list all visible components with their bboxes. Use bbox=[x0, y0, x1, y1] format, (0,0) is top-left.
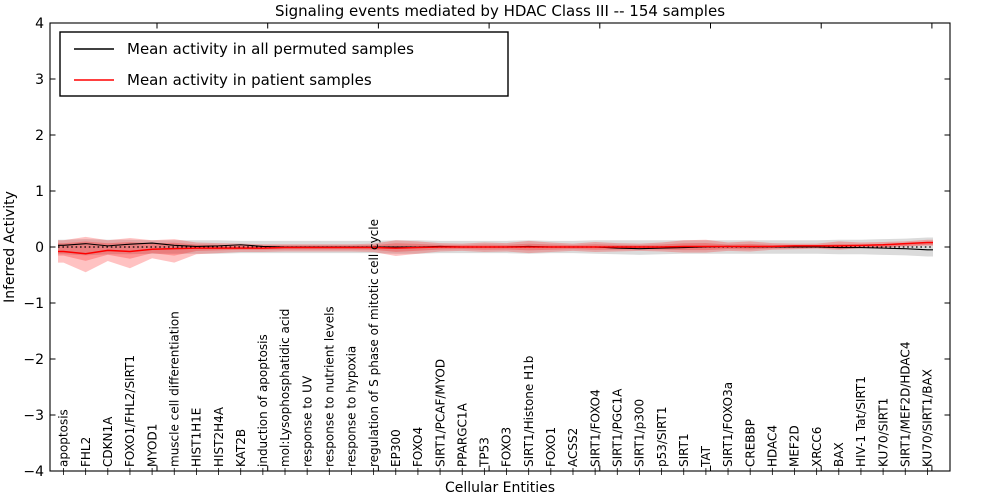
category-label: KU70/SIRT1/BAX bbox=[921, 369, 935, 467]
category-label: FOXO4 bbox=[411, 427, 425, 467]
patient-mean-line bbox=[58, 241, 933, 255]
category-label: PPARGC1A bbox=[455, 402, 469, 467]
y-tick-label: −2 bbox=[23, 352, 44, 368]
category-label: MYOD1 bbox=[145, 424, 159, 467]
category-label: ACSS2 bbox=[566, 428, 580, 467]
category-label: MEF2D bbox=[788, 425, 802, 467]
category-label: apoptosis bbox=[57, 409, 71, 467]
category-label: muscle cell differentiation bbox=[167, 311, 181, 467]
y-tick-label: 3 bbox=[35, 72, 44, 88]
category-label: FOXO1 bbox=[544, 427, 558, 467]
category-label: response to UV bbox=[300, 375, 314, 467]
category-label: HIV-1 Tat/SIRT1 bbox=[854, 376, 868, 467]
category-label: CDKN1A bbox=[101, 416, 115, 467]
category-label: TP53 bbox=[478, 437, 492, 468]
x-axis-label: Cellular Entities bbox=[445, 480, 555, 496]
y-tick-label: −1 bbox=[23, 296, 44, 312]
category-label: mol:Lysophosphatidic acid bbox=[278, 309, 292, 467]
category-label: FHL2 bbox=[79, 437, 93, 467]
plot-area: 4 3 2 1 0 −1 −2 −3 −4 apoptosis FHL2 CDKN1A FOXO1/FH… bbox=[23, 16, 951, 480]
category-label: BAX bbox=[832, 442, 846, 467]
y-tick-label: 2 bbox=[35, 128, 44, 144]
category-label: FOXO1/FHL2/SIRT1 bbox=[123, 355, 137, 467]
category-label: regulation of S phase of mitotic cell cy… bbox=[367, 219, 381, 467]
legend-label-permuted-samples: Mean activity in all permuted samples bbox=[127, 40, 414, 58]
category-label: CREBBP bbox=[743, 419, 757, 467]
category-label: FOXO3 bbox=[500, 427, 514, 467]
y-tick-label: 0 bbox=[35, 240, 44, 256]
category-label: SIRT1/MEF2D/HDAC4 bbox=[898, 342, 912, 467]
category-label: SIRT1/FOXO4 bbox=[588, 389, 602, 467]
legend-box bbox=[59, 31, 509, 97]
category-label: TAT bbox=[699, 445, 713, 468]
chart-title: Signaling events mediated by HDAC Class … bbox=[275, 2, 725, 20]
category-label: response to nutrient levels bbox=[323, 306, 337, 467]
category-label: HIST1H1E bbox=[190, 408, 204, 467]
category-label: KU70/SIRT1 bbox=[876, 398, 890, 467]
legend: Mean activity in all permuted samples Me… bbox=[59, 31, 509, 97]
y-tick-label: −4 bbox=[23, 464, 44, 480]
category-label: SIRT1/PGC1A bbox=[610, 388, 624, 467]
category-label: SIRT1/Histone H1b bbox=[522, 356, 536, 467]
category-label: SIRT1 bbox=[677, 433, 691, 467]
category-label: EP300 bbox=[389, 429, 403, 467]
category-label: response to hypoxia bbox=[345, 346, 359, 467]
y-tick-label: 1 bbox=[35, 184, 44, 200]
category-label: XRCC6 bbox=[810, 427, 824, 467]
category-label: p53/SIRT1 bbox=[655, 406, 669, 467]
y-axis-label: Inferred Activity bbox=[2, 191, 18, 303]
legend-label-patient-samples: Mean activity in patient samples bbox=[127, 71, 372, 89]
category-label: SIRT1/p300 bbox=[633, 399, 647, 467]
category-label: SIRT1/FOXO3a bbox=[721, 382, 735, 467]
category-label: HDAC4 bbox=[766, 425, 780, 467]
category-label: SIRT1/PCAF/MYOD bbox=[433, 359, 447, 467]
y-tick-label: 4 bbox=[35, 16, 44, 32]
y-tick-label: −3 bbox=[23, 408, 44, 424]
category-label: KAT2B bbox=[234, 429, 248, 467]
category-label: induction of apoptosis bbox=[256, 334, 270, 467]
category-label: HIST2H4A bbox=[212, 406, 226, 467]
